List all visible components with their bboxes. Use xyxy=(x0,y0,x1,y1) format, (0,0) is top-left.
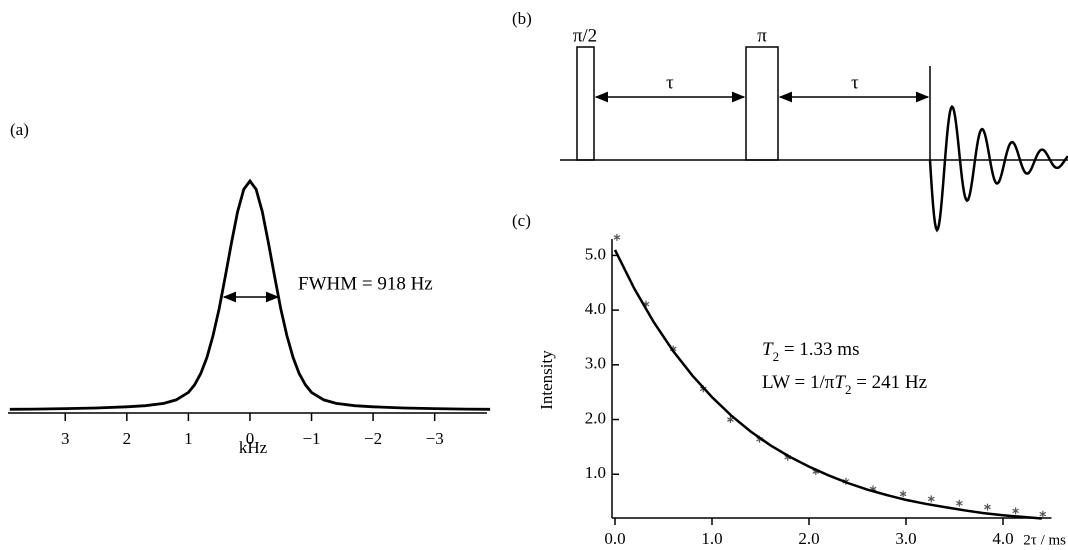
y-axis-label: Intensity xyxy=(537,350,556,410)
annotation-part: 2 xyxy=(845,382,852,397)
spectrum-line xyxy=(9,178,491,411)
x-axis-label: 2τ / ms xyxy=(1023,532,1066,548)
x-tick-label: 2.0 xyxy=(798,529,819,548)
fid-signal xyxy=(928,104,1068,233)
data-point xyxy=(927,495,935,503)
annotation-part: LW = 1/π xyxy=(762,372,835,393)
delay-label: τ xyxy=(666,72,674,93)
data-point xyxy=(984,503,991,511)
x-tick-label: 1 xyxy=(184,429,193,448)
panel-label: (b) xyxy=(512,9,532,28)
data-point xyxy=(613,233,621,241)
annotation: FWHM = 918 Hz xyxy=(298,273,433,294)
x-tick-label: 0 xyxy=(246,429,255,448)
x-tick-label: 0.0 xyxy=(604,529,625,548)
x-tick-label: −2 xyxy=(364,429,382,448)
annotation-part: = 241 Hz xyxy=(851,372,927,393)
data-point xyxy=(1039,510,1047,518)
x-tick-label: −3 xyxy=(426,429,444,448)
y-tick-label: 2.0 xyxy=(585,408,606,427)
data-point xyxy=(727,416,734,423)
delay-label: τ xyxy=(851,72,859,93)
annotation-part: = 1.33 ms xyxy=(779,339,859,360)
fit-line xyxy=(613,249,1042,520)
annotation: T2 = 1.33 ms xyxy=(762,339,859,364)
pulse xyxy=(576,46,595,161)
x-tick-label: 3 xyxy=(61,429,70,448)
panel-label: (c) xyxy=(512,211,531,230)
pulse xyxy=(745,46,779,161)
x-tick-label: 2 xyxy=(123,429,132,448)
data-point xyxy=(1012,507,1019,515)
x-axis-label: kHz xyxy=(239,438,268,457)
x-tick-label: 1.0 xyxy=(701,529,722,548)
y-tick-label: 4.0 xyxy=(585,299,606,318)
data-point xyxy=(956,499,963,507)
y-tick-label: 3.0 xyxy=(585,354,606,373)
annotation-part: T xyxy=(762,339,774,360)
annotation-part: T xyxy=(834,372,846,393)
x-tick-label: 3.0 xyxy=(895,529,916,548)
data-point xyxy=(899,490,907,498)
pulse-label: π/2 xyxy=(573,25,597,46)
annotation: LW = 1/πT2 = 241 Hz xyxy=(762,372,927,397)
x-tick-label: −1 xyxy=(302,429,320,448)
y-tick-label: 5.0 xyxy=(585,244,606,263)
pulse-label: π xyxy=(757,25,767,46)
annotation-part: 2 xyxy=(773,349,780,364)
x-tick-label: 4.0 xyxy=(992,529,1013,548)
panel-label: (a) xyxy=(10,120,29,139)
y-tick-label: 1.0 xyxy=(585,463,606,482)
